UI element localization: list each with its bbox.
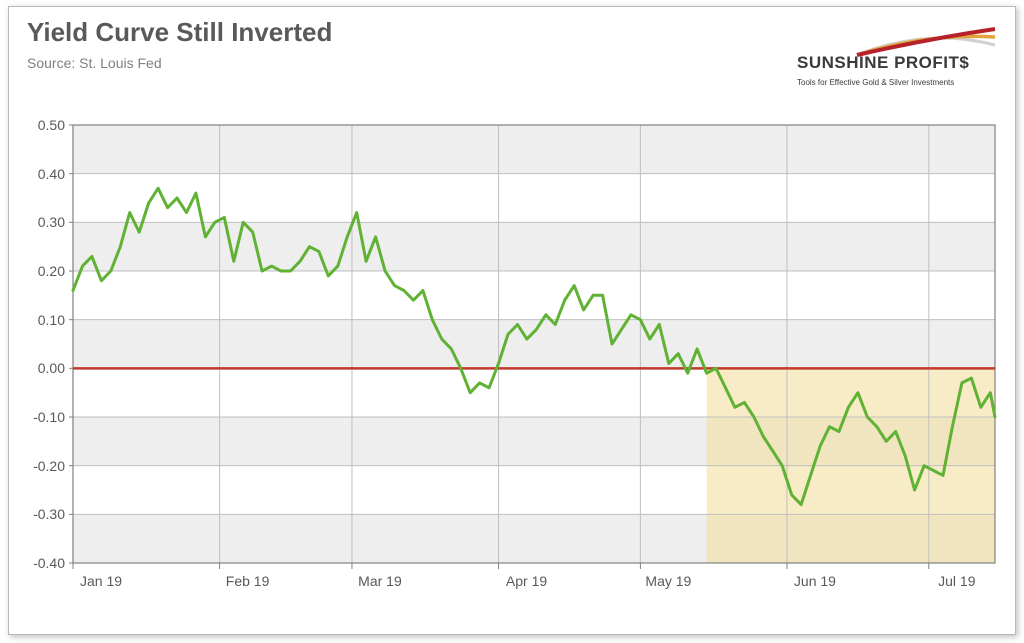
chart-title: Yield Curve Still Inverted (27, 17, 332, 48)
brand-logo: SUNSHINE PROFIT$ Tools for Effective Gol… (797, 27, 997, 87)
plot-area: -0.40-0.30-0.20-0.100.000.100.200.300.40… (69, 115, 999, 593)
y-tick-label: -0.30 (17, 506, 65, 522)
y-tick-label: 0.10 (17, 312, 65, 328)
chart-container: Yield Curve Still Inverted Source: St. L… (8, 6, 1016, 635)
x-tick-label: Feb 19 (226, 573, 270, 589)
y-tick-label: 0.00 (17, 360, 65, 376)
chart-svg (69, 115, 999, 593)
x-tick-label: Jul 19 (938, 573, 975, 589)
y-tick-label: -0.20 (17, 458, 65, 474)
y-tick-label: -0.40 (17, 555, 65, 571)
x-tick-label: Jun 19 (794, 573, 836, 589)
x-tick-label: Mar 19 (358, 573, 402, 589)
y-tick-label: 0.30 (17, 214, 65, 230)
y-tick-label: 0.40 (17, 166, 65, 182)
x-tick-label: May 19 (645, 573, 691, 589)
logo-tagline: Tools for Effective Gold & Silver Invest… (797, 78, 954, 87)
y-tick-label: 0.50 (17, 117, 65, 133)
logo-text: SUNSHINE PROFIT$ (797, 53, 969, 73)
x-tick-label: Jan 19 (80, 573, 122, 589)
chart-source: Source: St. Louis Fed (27, 55, 162, 71)
y-tick-label: -0.10 (17, 409, 65, 425)
x-tick-label: Apr 19 (506, 573, 547, 589)
y-tick-label: 0.20 (17, 263, 65, 279)
